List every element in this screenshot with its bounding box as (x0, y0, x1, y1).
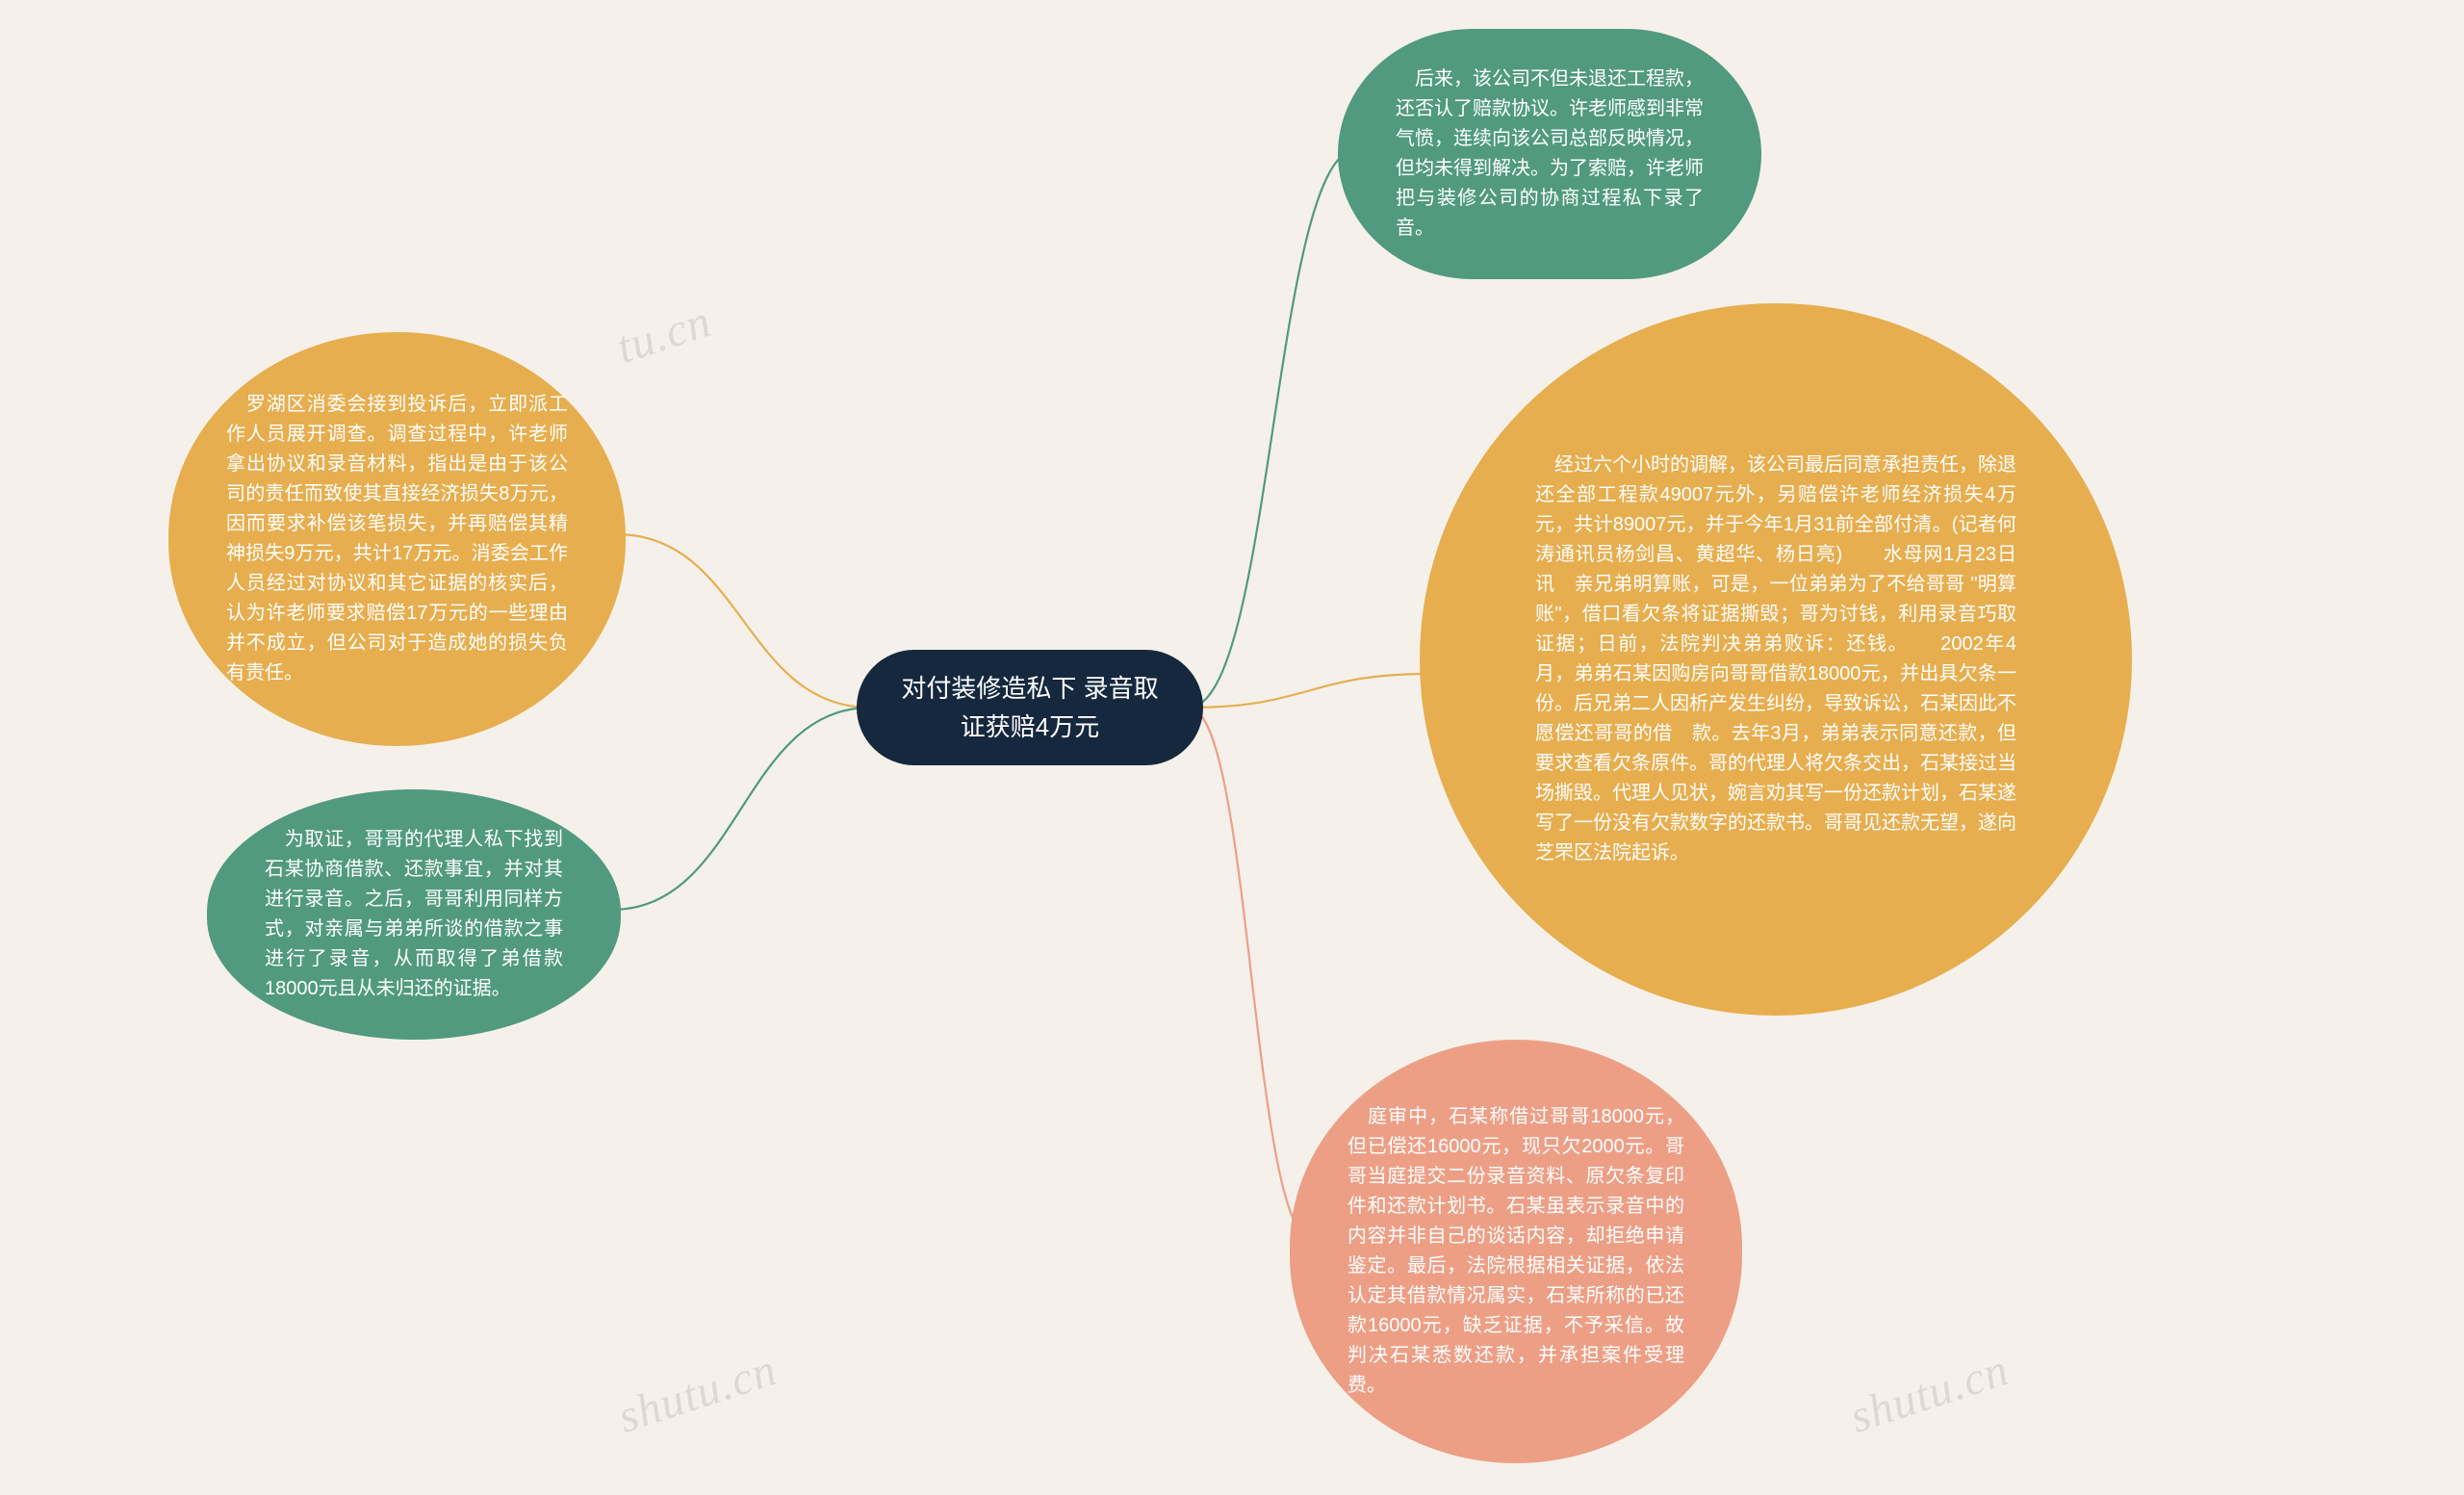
edge-b4 (616, 534, 871, 708)
branch-node-b3: 庭审中，石某称借过哥哥18000元，但已偿还16000元，现只欠2000元。哥哥… (1290, 1040, 1742, 1463)
branch-node-b4: 罗湖区消委会接到投诉后，立即派工作人员展开调查。调查过程中，许老师拿出协议和录音… (168, 332, 626, 746)
edge-b3 (1189, 708, 1314, 1242)
edge-b5 (611, 708, 871, 910)
branch-text: 经过六个小时的调解，该公司最后同意承担责任，除退还全部工程款49007元外，另赔… (1535, 451, 2016, 868)
edge-b1 (1189, 149, 1357, 708)
branch-node-b1: 后来，该公司不但未退还工程款，还否认了赔款协议。许老师感到非常气愤，连续向该公司… (1338, 29, 1761, 279)
branch-node-b5: 为取证，哥哥的代理人私下找到石某协商借款、还款事宜，并对其进行录音。之后，哥哥利… (207, 789, 621, 1040)
watermark: shutu.cn (1844, 1343, 2015, 1444)
branch-text: 庭审中，石某称借过哥哥18000元，但已偿还16000元，现只欠2000元。哥哥… (1348, 1102, 1684, 1401)
watermark: tu.cn (610, 295, 718, 374)
watermark: shutu.cn (612, 1343, 783, 1444)
mindmap-stage: tu.cn树shutu.cnshutu.cn对付装修造私下 录音取证获赔4万元 … (0, 0, 2464, 1495)
branch-text: 为取证，哥哥的代理人私下找到石某协商借款、还款事宜，并对其进行录音。之后，哥哥利… (265, 825, 563, 1004)
branch-node-b2: 经过六个小时的调解，该公司最后同意承担责任，除退还全部工程款49007元外，另赔… (1420, 303, 2132, 1016)
edge-b2 (1189, 674, 1429, 708)
branch-text: 罗湖区消委会接到投诉后，立即派工作人员展开调查。调查过程中，许老师拿出协议和录音… (226, 390, 568, 688)
branch-text: 后来，该公司不但未退还工程款，还否认了赔款协议。许老师感到非常气愤，连续向该公司… (1396, 64, 1704, 244)
center-node: 对付装修造私下 录音取证获赔4万元 (857, 650, 1203, 765)
